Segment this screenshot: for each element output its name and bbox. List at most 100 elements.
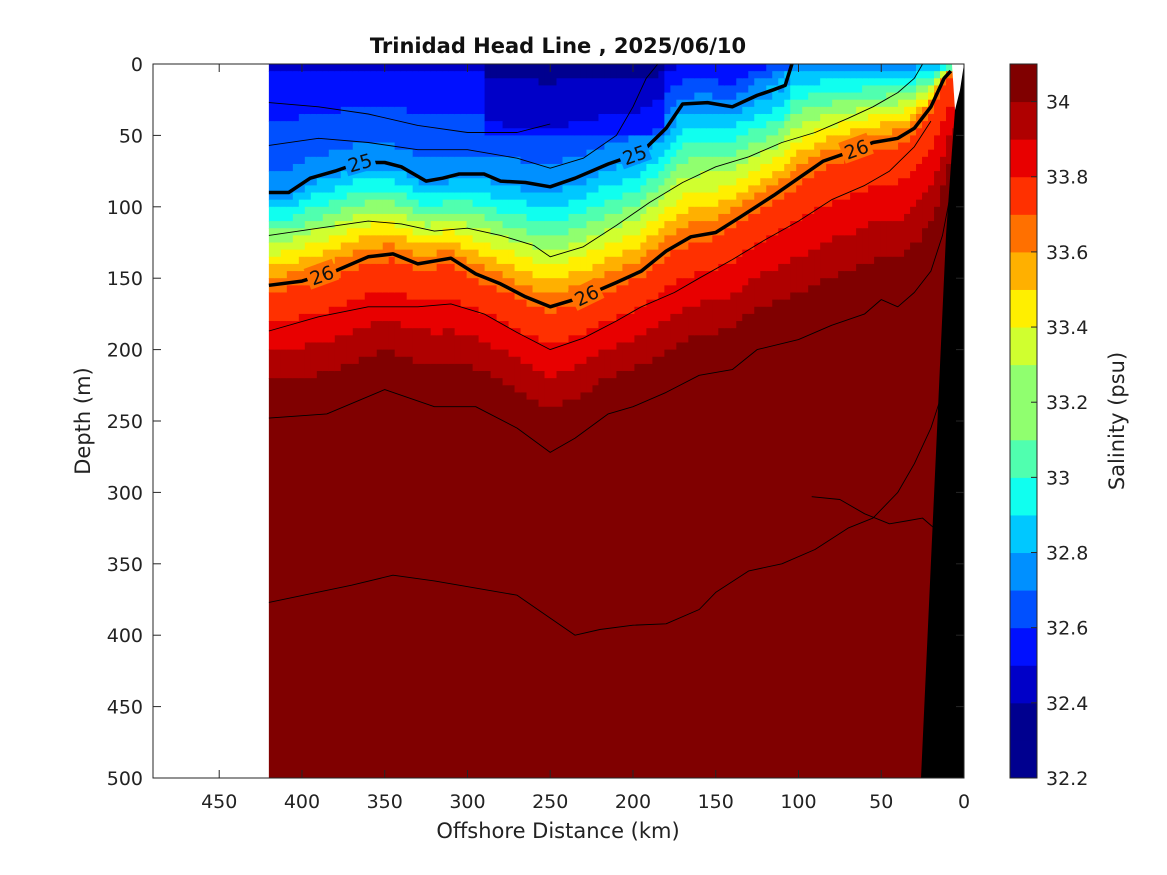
salinity-cell: [562, 399, 570, 778]
salinity-cell: [658, 185, 665, 201]
salinity-cell: [370, 263, 378, 294]
salinity-cell: [760, 142, 767, 151]
salinity-cell: [712, 299, 719, 336]
salinity-cell: [862, 149, 869, 194]
salinity-cell: [496, 221, 504, 236]
salinity-cell: [628, 235, 635, 251]
salinity-cell: [508, 385, 516, 778]
salinity-cell: [730, 228, 737, 265]
salinity-cell: [880, 121, 887, 136]
salinity-cell: [682, 249, 689, 279]
salinity-cell: [316, 371, 324, 778]
salinity-cell: [652, 64, 659, 79]
salinity-cell: [454, 221, 462, 236]
salinity-cell: [394, 356, 402, 778]
salinity-cell: [412, 71, 420, 115]
salinity-cell: [766, 121, 773, 136]
salinity-cell: [784, 263, 791, 301]
salinity-cell: [844, 78, 851, 94]
salinity-cell: [286, 171, 294, 201]
salinity-cell: [400, 71, 408, 108]
salinity-cell: [370, 356, 378, 778]
salinity-cell: [490, 256, 498, 272]
salinity-cell: [910, 71, 917, 79]
salinity-cell: [898, 99, 905, 115]
salinity-cell: [688, 78, 695, 101]
salinity-cell: [430, 242, 438, 258]
salinity-cell: [628, 221, 635, 236]
salinity-cell: [298, 199, 306, 215]
salinity-cell: [682, 278, 689, 308]
colorbar-swatch: [1010, 64, 1037, 103]
salinity-cell: [358, 64, 366, 72]
salinity-cell: [850, 92, 857, 101]
salinity-cell: [604, 349, 612, 379]
salinity-cell: [778, 171, 785, 179]
salinity-cell: [514, 356, 522, 394]
salinity-cell: [490, 199, 498, 208]
salinity-cell: [334, 178, 342, 186]
salinity-cell: [898, 178, 905, 222]
salinity-cell: [298, 71, 306, 115]
salinity-cell: [580, 228, 588, 244]
salinity-cell: [598, 113, 606, 136]
salinity-cell: [562, 156, 570, 186]
salinity-cell: [556, 306, 564, 344]
salinity-cell: [640, 156, 647, 172]
salinity-cell: [886, 64, 893, 72]
y-tick-label: 450: [107, 697, 143, 719]
salinity-cell: [628, 342, 635, 372]
salinity-cell: [544, 64, 552, 87]
salinity-cell: [424, 228, 432, 236]
salinity-cell: [682, 342, 689, 778]
salinity-cell: [448, 328, 456, 365]
salinity-cell: [316, 285, 324, 315]
salinity-cell: [364, 199, 372, 215]
salinity-cell: [904, 85, 911, 94]
salinity-cell: [364, 292, 372, 329]
salinity-cell: [862, 78, 869, 87]
salinity-cell: [616, 285, 624, 315]
salinity-cell: [526, 235, 534, 244]
salinity-cell: [592, 178, 600, 194]
salinity-cell: [790, 128, 797, 144]
salinity-cell: [334, 335, 342, 372]
salinity-cell: [790, 99, 797, 115]
salinity-cell: [850, 156, 857, 194]
salinity-cell: [880, 256, 887, 778]
salinity-cell: [388, 178, 396, 194]
salinity-cell: [700, 171, 707, 194]
salinity-cell: [412, 235, 420, 244]
salinity-cell: [748, 142, 755, 158]
salinity-cell: [856, 71, 863, 79]
salinity-cell: [592, 121, 600, 136]
salinity-cell: [514, 271, 522, 286]
salinity-cell: [472, 249, 480, 265]
salinity-cell: [544, 85, 552, 129]
salinity-cell: [844, 156, 851, 201]
salinity-cell: [286, 64, 294, 72]
salinity-cell: [292, 121, 300, 165]
salinity-cell: [370, 192, 378, 201]
salinity-cell: [412, 192, 420, 201]
salinity-cell: [844, 99, 851, 115]
salinity-cell: [562, 306, 570, 344]
salinity-cell: [508, 249, 516, 265]
salinity-cell: [688, 113, 695, 129]
salinity-cell: [370, 71, 378, 108]
salinity-cell: [382, 142, 390, 172]
salinity-cell: [316, 221, 324, 229]
salinity-cell: [700, 64, 707, 79]
salinity-cell: [406, 249, 414, 265]
salinity-cell: [712, 192, 719, 208]
salinity-cell: [346, 64, 354, 72]
salinity-cell: [544, 342, 552, 379]
salinity-cell: [550, 313, 558, 344]
salinity-cell: [340, 271, 348, 308]
salinity-cell: [592, 299, 600, 329]
salinity-cell: [790, 221, 797, 258]
salinity-cell: [376, 321, 384, 351]
salinity-cell: [352, 328, 360, 365]
salinity-cell: [442, 213, 450, 222]
salinity-cell: [562, 135, 570, 158]
